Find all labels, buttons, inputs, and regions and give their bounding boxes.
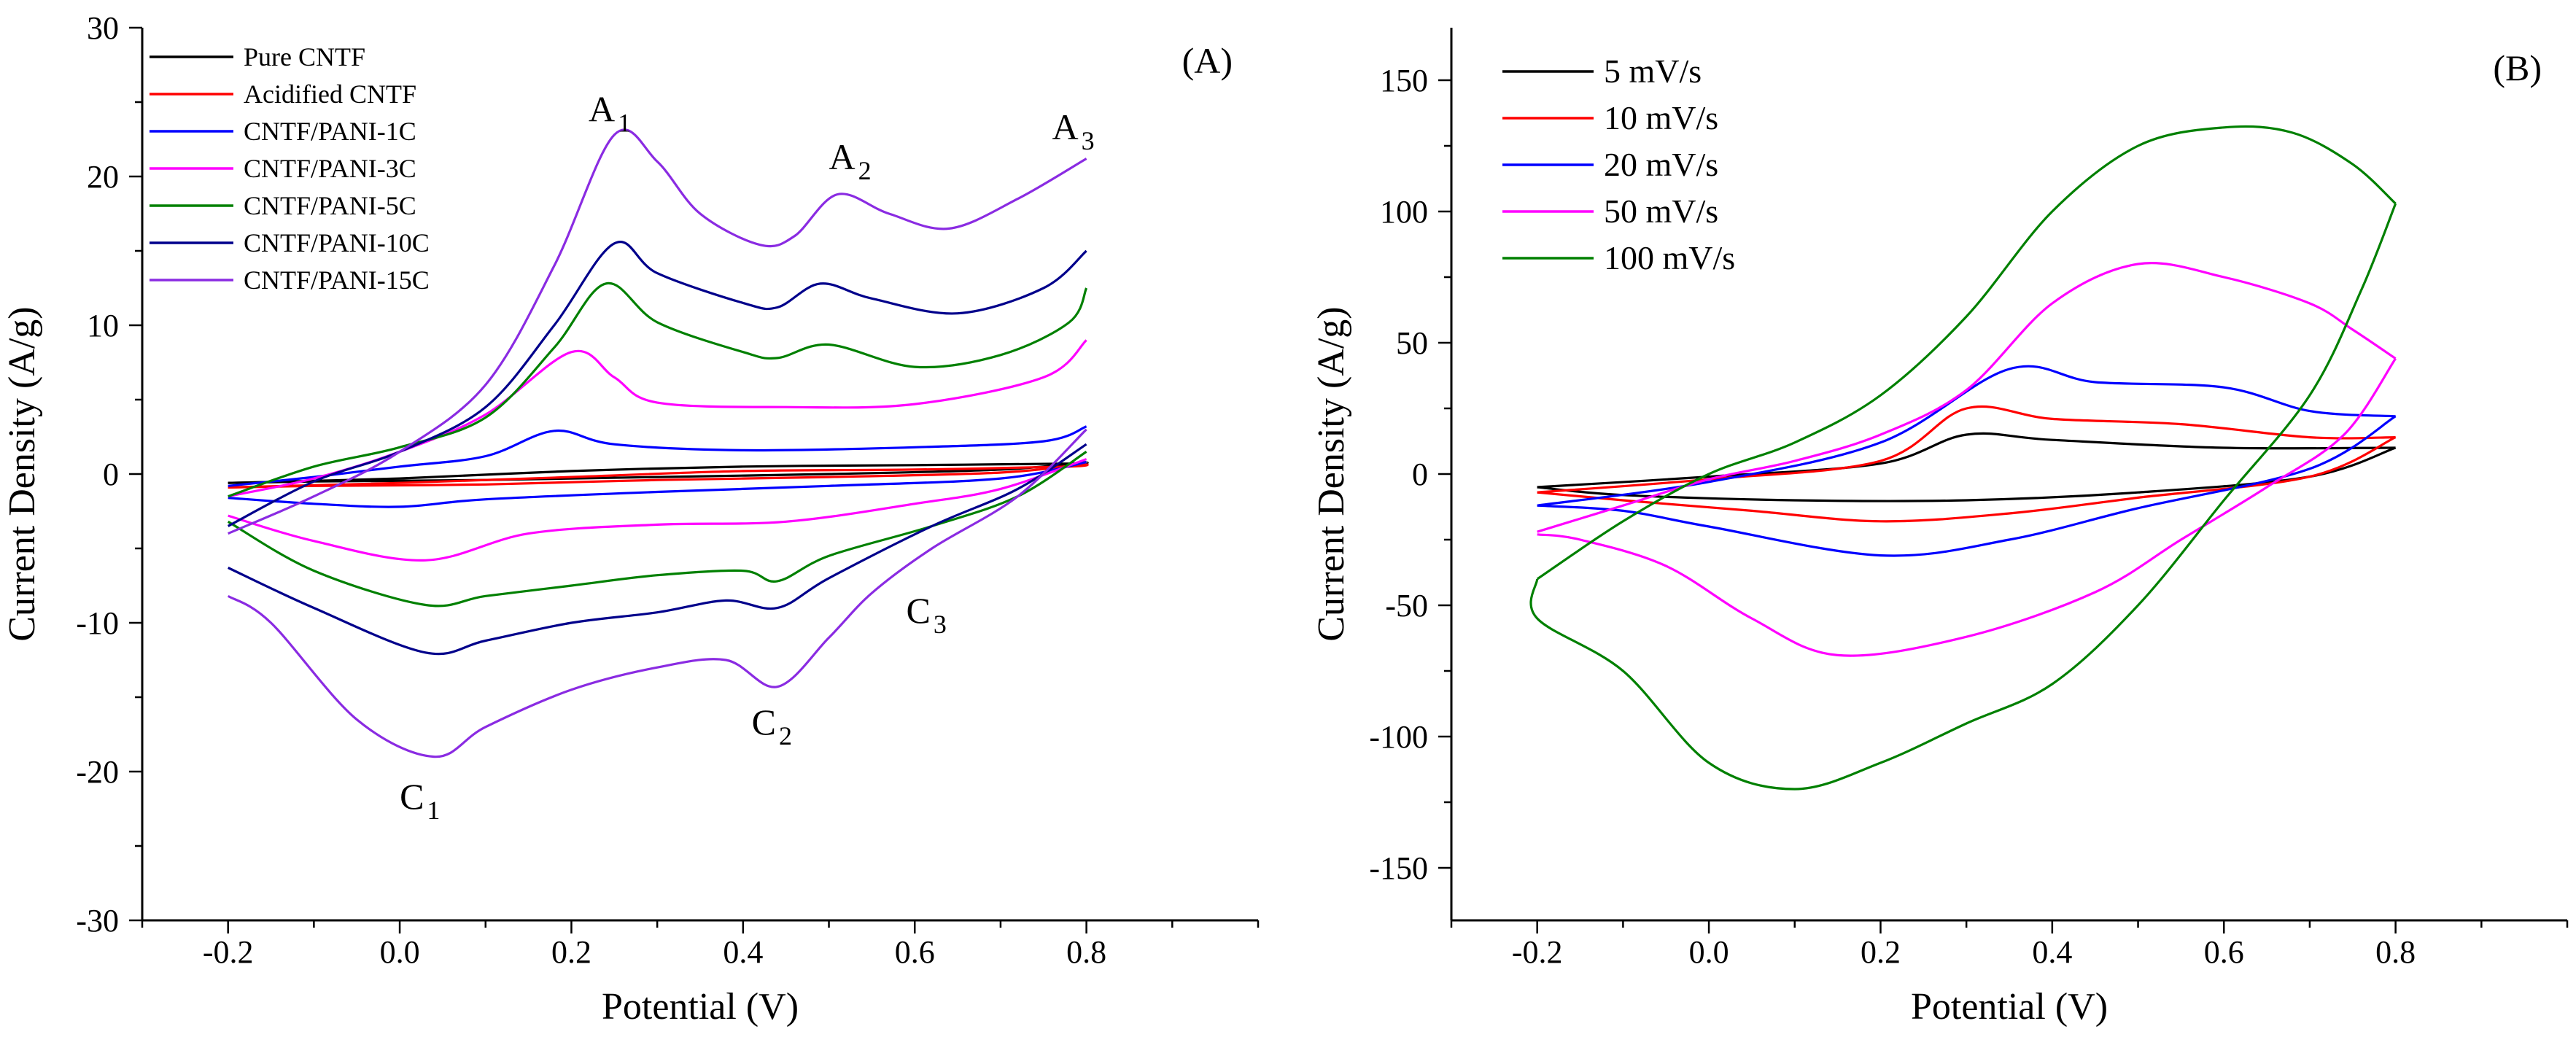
panel-label: (B) [2493,47,2542,88]
series-50-mv-s-cathodic-line [1537,357,2397,657]
series-50-mv-s-anodic-line [1537,262,2397,533]
x-tick-label: 0.0 [1689,934,1729,970]
series-cntf-pani-15c-cathodic-line [227,428,1087,758]
series-5-mv-s-anodic-line [1537,432,2396,489]
y-tick-label: -50 [1385,588,1428,624]
legend-label: CNTF/PANI-5C [244,191,416,220]
series-cntf-pani-1c-cathodic-line [228,461,1087,508]
y-tick-label: 10 [87,308,119,343]
series-cntf-pani-5c-cathodic-line [227,451,1087,607]
series-cntf-pani-5c-anodic-line [228,282,1088,498]
legend-label: Pure CNTF [244,42,365,71]
x-tick-label: 0.8 [2375,934,2416,970]
x-tick-label: 0.0 [380,934,420,970]
y-tick-label: 20 [87,159,119,195]
series-20-mv-s-anodic-line [1537,365,2396,507]
y-tick-label: 50 [1396,325,1428,361]
legend-label: CNTF/PANI-1C [244,117,416,146]
y-axis-title: Current Density (A/g) [1311,306,1352,641]
series-cntf-pani-15c-anodic-line [228,128,1087,535]
x-tick-label: 0.2 [1861,934,1901,970]
legend-label: 10 mV/s [1604,99,1718,136]
y-axis-title: Current Density (A/g) [1,306,43,641]
series-acidified-cntf-anodic-line [228,462,1089,489]
panel-a: -0.2 0.0 0.2 0.4 0.6 0.8 -30 -20 -10 0 10 20 30 Poten… [1,10,1260,1028]
legend-label: 100 mV/s [1604,239,1735,276]
x-axis-title: Potential (V) [1911,986,2108,1028]
y-tick-label: -150 [1369,850,1428,886]
x-tick-label: 0.2 [551,934,591,970]
y-tick-label: 100 [1380,194,1428,230]
series-cntf-pani-10c-cathodic-line [228,443,1087,656]
x-tick-label: 0.6 [2204,934,2244,970]
x-axis-title: Potential (V) [602,986,799,1028]
y-tick-label: -20 [76,754,119,790]
legend-label: Acidified CNTF [244,79,416,109]
x-tick-label: 0.4 [2032,934,2072,970]
legend-label: CNTF/PANI-3C [244,154,416,183]
panel-label: (A) [1182,40,1233,81]
x-tick-label: 0.8 [1066,934,1106,970]
legend-label: 5 mV/s [1604,53,1702,90]
x-tick-label: -0.2 [1512,934,1563,970]
series-100-mv-s-anodic-line [1536,125,2397,581]
series-100-mv-s-cathodic-line [1529,203,2397,791]
y-tick-label: 0 [1412,457,1428,492]
series-pure-cntf-cathodic-line [228,461,1087,484]
series-pure-cntf-anodic-line [228,461,1089,484]
x-tick-label: 0.4 [723,934,763,970]
series-10-mv-s-cathodic-line [1537,436,2397,523]
panel-b: -0.2 0.0 0.2 0.4 0.6 0.8 -150 -100 -50 0 50 100 150 P… [1311,28,2569,1028]
x-tick-label: -0.2 [203,934,254,970]
legend-label: CNTF/PANI-15C [244,265,430,295]
legend-label: CNTF/PANI-10C [244,228,430,257]
y-tick-label: -10 [76,605,119,641]
legend-label: 20 mV/s [1604,146,1718,183]
series-cntf-pani-3c-cathodic-line [228,458,1087,562]
x-tick-label: 0.6 [895,934,935,970]
y-tick-label: 0 [103,457,119,492]
legend-label: 50 mV/s [1604,193,1718,230]
y-tick-label: 30 [87,10,119,46]
y-tick-label: 150 [1380,63,1428,98]
y-tick-label: -100 [1369,719,1428,755]
y-tick-label: -30 [76,903,119,939]
